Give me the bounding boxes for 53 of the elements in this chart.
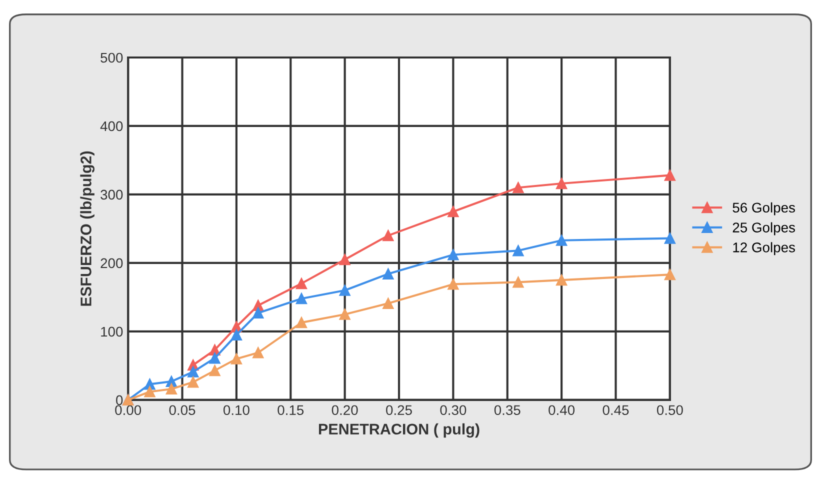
x-tick-label: 0.45 bbox=[602, 405, 629, 416]
point bbox=[252, 347, 264, 358]
point bbox=[188, 376, 199, 388]
y-tick-label: 300 bbox=[100, 190, 123, 200]
point bbox=[664, 170, 676, 181]
y-tick-label: 400 bbox=[100, 121, 123, 132]
point bbox=[166, 383, 177, 395]
point bbox=[664, 232, 676, 244]
legend-label: 12 Golpes bbox=[733, 242, 795, 256]
point bbox=[556, 274, 568, 286]
point bbox=[339, 254, 350, 266]
x-tick-label: 0.20 bbox=[332, 405, 358, 416]
point bbox=[296, 278, 308, 290]
y-tick-label: 500 bbox=[100, 52, 123, 63]
point bbox=[556, 234, 568, 246]
x-tick-label: 0.25 bbox=[386, 405, 412, 416]
x-tick-label: 0.30 bbox=[440, 405, 466, 416]
point bbox=[382, 268, 394, 280]
point bbox=[382, 230, 394, 242]
point bbox=[556, 178, 568, 190]
x-tick-label: 0.00 bbox=[115, 405, 142, 416]
point bbox=[230, 353, 242, 364]
legend-label: 56 Golpes bbox=[732, 202, 795, 216]
x-tick-label: 0.10 bbox=[223, 405, 250, 416]
point bbox=[296, 317, 308, 328]
point bbox=[512, 245, 524, 256]
y-tick-label: 200 bbox=[100, 258, 123, 268]
y-tick-label: 100 bbox=[101, 326, 123, 337]
point bbox=[296, 293, 308, 304]
point bbox=[448, 249, 459, 260]
point bbox=[230, 329, 242, 340]
x-tick-label: 0.05 bbox=[169, 405, 196, 416]
point bbox=[382, 298, 394, 309]
legend-label: 25 Golpes bbox=[732, 222, 795, 236]
y-axis-title: ESFUERZO (lb/pulg2) bbox=[80, 151, 94, 306]
point bbox=[339, 308, 350, 320]
point bbox=[252, 307, 264, 319]
x-tick-label: 0.35 bbox=[494, 405, 520, 416]
point bbox=[144, 386, 156, 398]
point bbox=[512, 276, 524, 288]
x-tick-label: 0.40 bbox=[548, 405, 575, 416]
point bbox=[664, 269, 676, 280]
point bbox=[188, 366, 199, 378]
x-axis-title: PENETRACION ( pulg) bbox=[318, 423, 480, 438]
x-tick-label: 0.15 bbox=[278, 405, 304, 416]
point bbox=[209, 352, 220, 364]
point bbox=[448, 206, 459, 218]
point bbox=[209, 364, 220, 376]
x-tick-label: 0.50 bbox=[656, 405, 683, 416]
point bbox=[339, 284, 350, 296]
point bbox=[512, 182, 524, 194]
point bbox=[448, 278, 459, 290]
y-tick-label: 0 bbox=[116, 395, 123, 406]
